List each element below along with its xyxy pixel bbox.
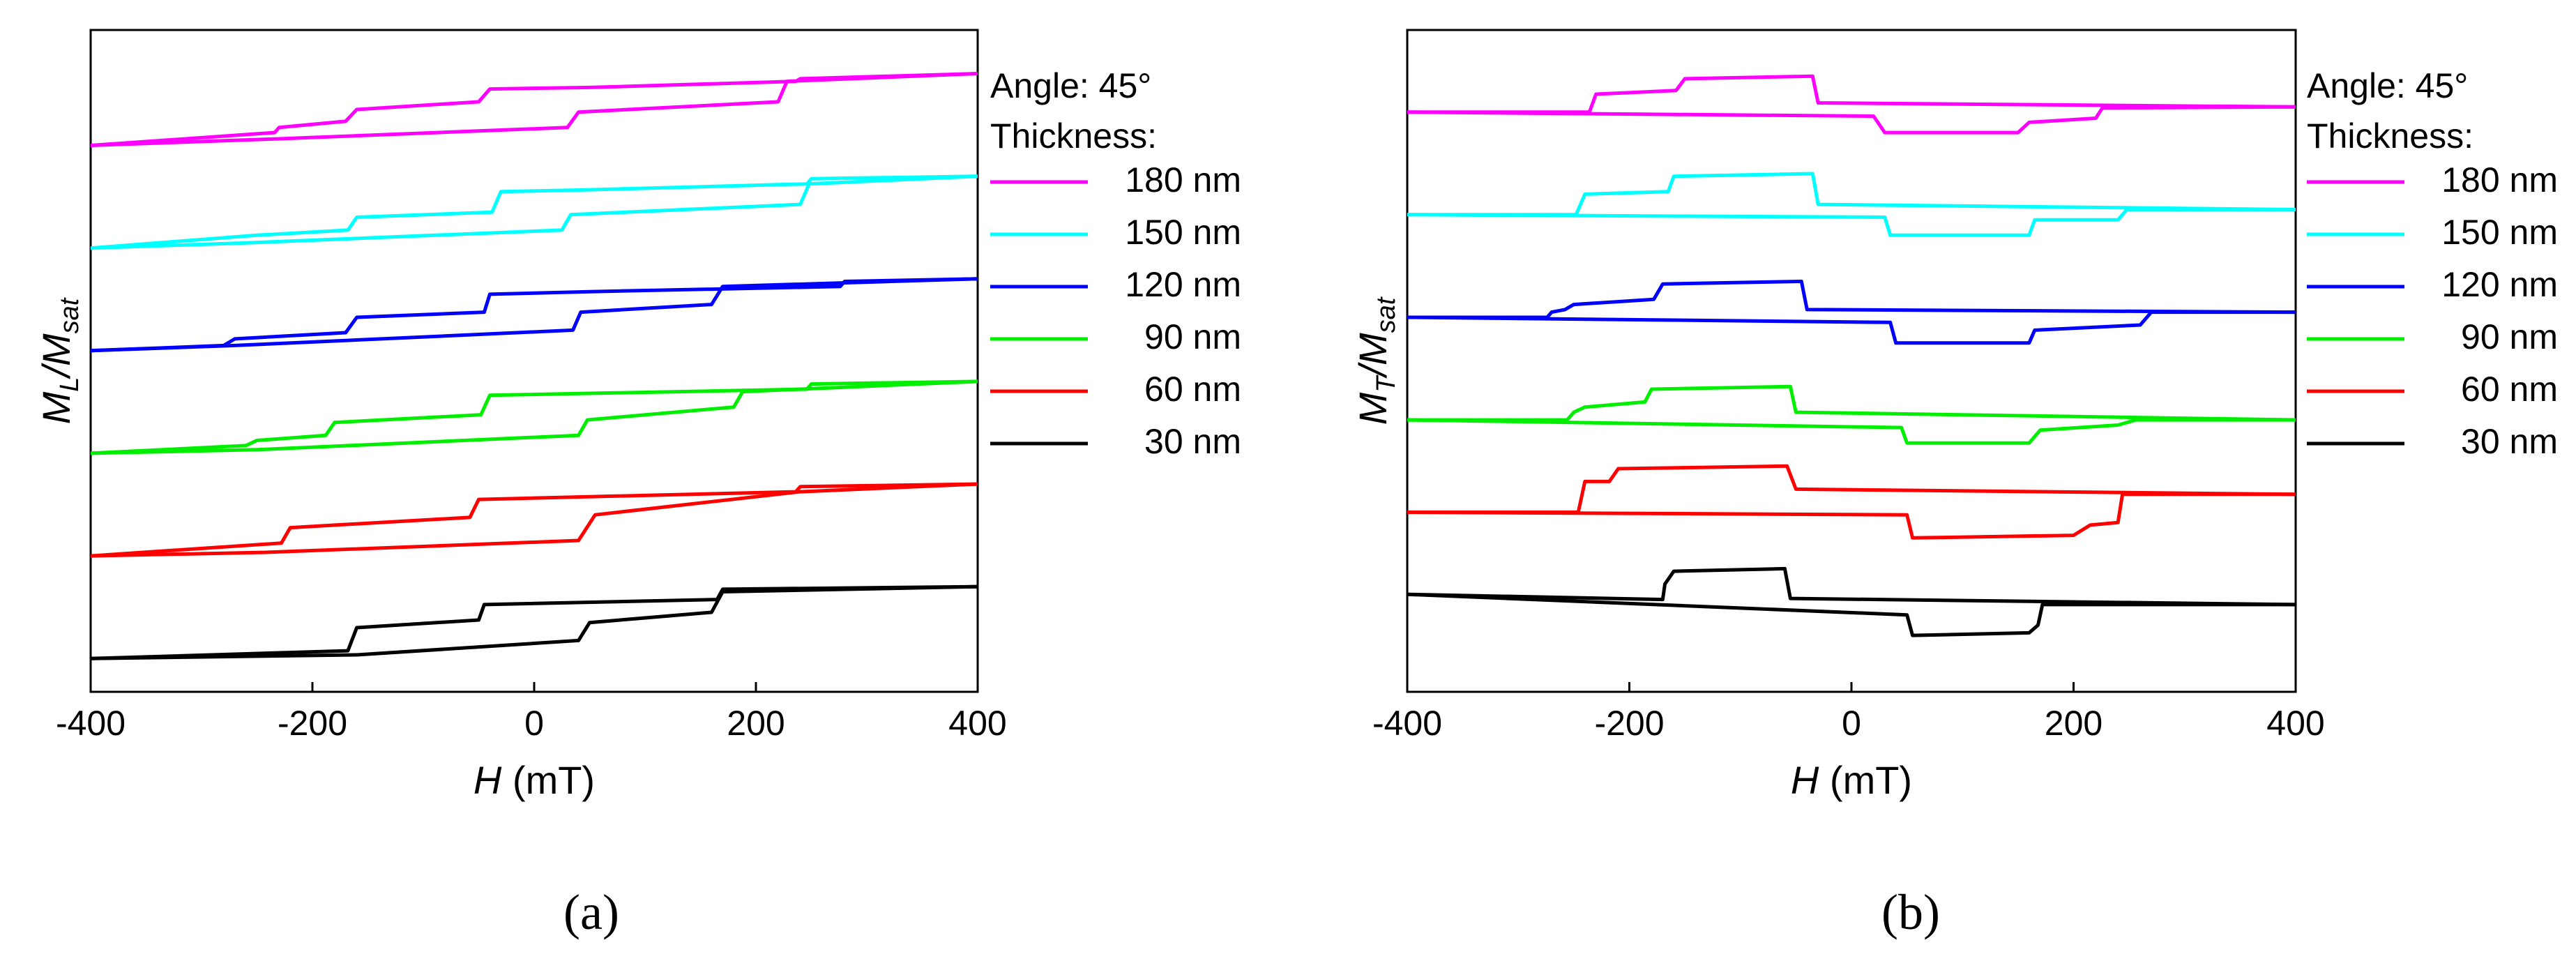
panel-a-xticks: -400 -200 0 200 400 xyxy=(56,682,1007,743)
panel-b-series-150nm-up-line xyxy=(1407,208,2296,237)
panel-a-legend-label: 90 nm xyxy=(1144,317,1241,356)
panel-a-legend-label: 60 nm xyxy=(1144,370,1241,409)
panel-b-xtick-label: -400 xyxy=(1372,704,1442,743)
panel-b-legend-title-thickness: Thickness: xyxy=(2307,116,2473,156)
panel-b-legend-label: 90 nm xyxy=(2461,317,2558,356)
panel-a-legend: Angle: 45° Thickness: 180 nm 150 nm 120 nm… xyxy=(990,66,1241,461)
panel-a-label: (a) xyxy=(563,884,619,940)
panel-b-xtick-label: 200 xyxy=(2045,704,2103,743)
panel-b-frame xyxy=(1406,29,2297,693)
panel-b-series-120nm-up-line xyxy=(1407,310,2296,345)
panel-b-legend-label: 180 nm xyxy=(2441,160,2558,199)
panel-b-xtick-label: 0 xyxy=(1842,704,1861,743)
panel-a-xtick-label: 400 xyxy=(948,704,1006,743)
panel-a-series-150nm-up-line xyxy=(90,174,978,250)
panel-a: -400 -200 0 200 400 H (mT) ML/Msat Angle: 45… xyxy=(34,29,1241,940)
panel-b-series-60nm-down-line xyxy=(1407,464,2296,514)
panel-b-xtick-label: -200 xyxy=(1594,704,1664,743)
panel-b-series-60nm-up-line xyxy=(1407,492,2296,540)
panel-a-series-180nm-down-line xyxy=(90,72,978,147)
panel-a-series-120nm-up-line xyxy=(90,277,978,353)
panel-a-xlabel: H (mT) xyxy=(473,758,595,802)
panel-a-series-90nm-up-line xyxy=(90,379,978,455)
panel-a-series-group xyxy=(90,72,978,660)
panel-b-series-30nm-up-line xyxy=(1407,592,2296,637)
panel-b-ylabel: MT/Msat xyxy=(1351,296,1401,425)
panel-b-legend: Angle: 45° Thickness: 180 nm 150 nm 120 nm… xyxy=(2307,66,2558,461)
panel-b-xticks: -400 -200 0 200 400 xyxy=(1372,682,2325,743)
panel-a-series-60nm-up-line xyxy=(90,482,978,558)
panel-b-series-90nm-down-line xyxy=(1407,384,2296,422)
panel-a-series-180nm-up-line xyxy=(90,72,978,147)
panel-b-series-120nm-down-line xyxy=(1407,280,2296,319)
panel-a-xtick-label: 0 xyxy=(524,704,544,743)
panel-a-legend-label: 30 nm xyxy=(1144,422,1241,461)
panel-b-legend-label: 120 nm xyxy=(2441,265,2558,304)
panel-a-xtick-label: 200 xyxy=(727,704,785,743)
panel-b-series-180nm-down-line xyxy=(1407,74,2296,114)
panel-a-legend-title-thickness: Thickness: xyxy=(990,116,1157,156)
panel-a-xtick-label: -400 xyxy=(56,704,126,743)
panel-b-series-group xyxy=(1407,74,2296,637)
panel-a-series-30nm-up-line xyxy=(90,584,978,660)
panel-a-legend-title-angle: Angle: 45° xyxy=(990,66,1151,105)
panel-b-series-30nm-down-line xyxy=(1407,566,2296,607)
panel-a-legend-label: 150 nm xyxy=(1125,213,1241,252)
panel-b-legend-label: 60 nm xyxy=(2461,370,2558,409)
panel-a-ylabel: ML/Msat xyxy=(34,297,84,424)
panel-a-series-150nm-down-line xyxy=(90,174,978,250)
panel-a-series-30nm-down-line xyxy=(90,584,978,660)
panel-a-series-60nm-down-line xyxy=(90,482,978,558)
panel-a-legend-label: 180 nm xyxy=(1125,160,1241,199)
panel-b-series-90nm-up-line xyxy=(1407,418,2296,445)
panel-a-series-90nm-down-line xyxy=(90,379,978,455)
panel-b-xtick-label: 400 xyxy=(2266,704,2324,743)
panel-b-legend-title-angle: Angle: 45° xyxy=(2307,66,2468,105)
panel-b-series-180nm-up-line xyxy=(1407,105,2296,135)
panel-b-label: (b) xyxy=(1881,884,1940,940)
panel-a-series-120nm-down-line xyxy=(90,277,978,353)
panel-a-legend-label: 120 nm xyxy=(1125,265,1241,304)
panel-a-xtick-label: -200 xyxy=(278,704,347,743)
panel-b-legend-label: 30 nm xyxy=(2461,422,2558,461)
panel-b-legend-label: 150 nm xyxy=(2441,213,2558,252)
panel-b-xlabel: H (mT) xyxy=(1791,758,1912,802)
panel-b-series-150nm-down-line xyxy=(1407,172,2296,217)
panel-b: -400 -200 0 200 400 H (mT) MT/Msat Angle: 45… xyxy=(1351,29,2558,940)
